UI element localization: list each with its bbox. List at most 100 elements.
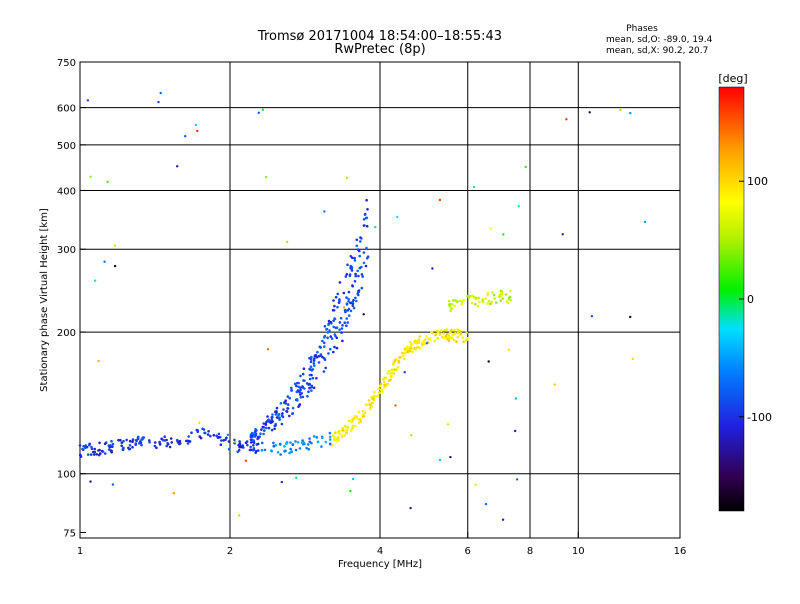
data-point bbox=[291, 406, 295, 410]
data-point bbox=[403, 347, 407, 351]
data-point bbox=[417, 340, 421, 343]
y-tick-label: 600 bbox=[57, 104, 76, 115]
data-point bbox=[351, 284, 354, 287]
data-point bbox=[128, 439, 132, 443]
data-point bbox=[225, 436, 228, 440]
data-point bbox=[100, 449, 104, 453]
data-point bbox=[89, 480, 92, 483]
data-point bbox=[383, 383, 386, 387]
data-point bbox=[340, 331, 343, 334]
data-point bbox=[220, 439, 223, 442]
data-point bbox=[298, 403, 302, 406]
data-point bbox=[139, 441, 143, 444]
data-point bbox=[345, 317, 349, 320]
data-point bbox=[290, 389, 293, 392]
data-point bbox=[285, 442, 288, 446]
data-point bbox=[290, 450, 293, 453]
data-point bbox=[266, 348, 270, 351]
data-point bbox=[430, 330, 433, 334]
data-point bbox=[301, 395, 305, 399]
data-point bbox=[111, 483, 115, 486]
data-point bbox=[278, 418, 281, 421]
data-point bbox=[350, 269, 354, 272]
data-point bbox=[117, 438, 120, 442]
data-point bbox=[267, 426, 271, 430]
data-point bbox=[257, 111, 260, 115]
data-point bbox=[504, 293, 508, 296]
data-point bbox=[111, 442, 115, 446]
data-point bbox=[89, 175, 92, 178]
data-point bbox=[509, 289, 512, 293]
data-point bbox=[227, 440, 231, 443]
data-point bbox=[291, 412, 295, 415]
data-point bbox=[322, 336, 326, 339]
data-point bbox=[343, 434, 347, 437]
data-point bbox=[113, 244, 117, 247]
data-point bbox=[332, 299, 335, 302]
data-point bbox=[166, 442, 169, 445]
data-point bbox=[103, 452, 107, 455]
data-point bbox=[310, 441, 313, 445]
data-point bbox=[349, 309, 353, 313]
data-point bbox=[484, 297, 487, 300]
data-point bbox=[353, 256, 357, 260]
data-point bbox=[307, 390, 310, 394]
data-point bbox=[460, 300, 464, 304]
data-point bbox=[448, 303, 451, 307]
data-point bbox=[476, 304, 480, 308]
data-point bbox=[378, 384, 382, 388]
data-point bbox=[320, 436, 324, 440]
data-point bbox=[310, 385, 314, 389]
data-point bbox=[500, 291, 503, 295]
data-point bbox=[330, 443, 334, 447]
data-point bbox=[308, 373, 312, 377]
data-point bbox=[106, 180, 109, 183]
data-point bbox=[514, 429, 517, 433]
data-point bbox=[209, 434, 212, 438]
data-point bbox=[345, 176, 349, 180]
data-point bbox=[434, 333, 437, 337]
data-point bbox=[107, 444, 111, 448]
data-point bbox=[356, 269, 360, 273]
data-point bbox=[335, 346, 339, 350]
y-tick-label: 300 bbox=[57, 245, 76, 256]
data-point bbox=[328, 435, 332, 439]
data-point bbox=[462, 298, 466, 302]
data-point bbox=[381, 390, 384, 394]
data-point bbox=[248, 448, 252, 452]
data-point bbox=[302, 367, 306, 371]
data-point bbox=[252, 444, 255, 447]
data-point bbox=[374, 226, 377, 229]
y-axis-ticks: 75 100 200 300 400 500 600 750 bbox=[57, 58, 86, 539]
data-point bbox=[365, 246, 368, 250]
data-point bbox=[194, 123, 198, 127]
data-point bbox=[455, 340, 458, 344]
data-point bbox=[364, 403, 368, 407]
data-point bbox=[252, 433, 256, 437]
data-point bbox=[203, 431, 206, 435]
data-point bbox=[186, 442, 190, 445]
data-point bbox=[631, 357, 634, 360]
data-point bbox=[396, 215, 399, 219]
data-point bbox=[260, 448, 264, 452]
data-point bbox=[349, 429, 353, 432]
data-point bbox=[346, 321, 350, 324]
data-point bbox=[286, 395, 290, 398]
data-point bbox=[97, 359, 100, 363]
data-point bbox=[260, 428, 263, 431]
data-point bbox=[338, 299, 341, 303]
data-point bbox=[336, 305, 339, 309]
data-point bbox=[445, 328, 449, 332]
data-point bbox=[165, 438, 168, 442]
data-point bbox=[629, 111, 632, 115]
stats-heading: Phases bbox=[626, 24, 658, 34]
data-point bbox=[474, 303, 477, 306]
data-point bbox=[347, 290, 351, 294]
data-point bbox=[315, 356, 319, 359]
data-point bbox=[234, 440, 237, 443]
data-point bbox=[345, 273, 349, 276]
data-point bbox=[207, 430, 210, 433]
data-point bbox=[507, 296, 511, 300]
data-point bbox=[103, 260, 106, 263]
data-points bbox=[78, 91, 647, 521]
